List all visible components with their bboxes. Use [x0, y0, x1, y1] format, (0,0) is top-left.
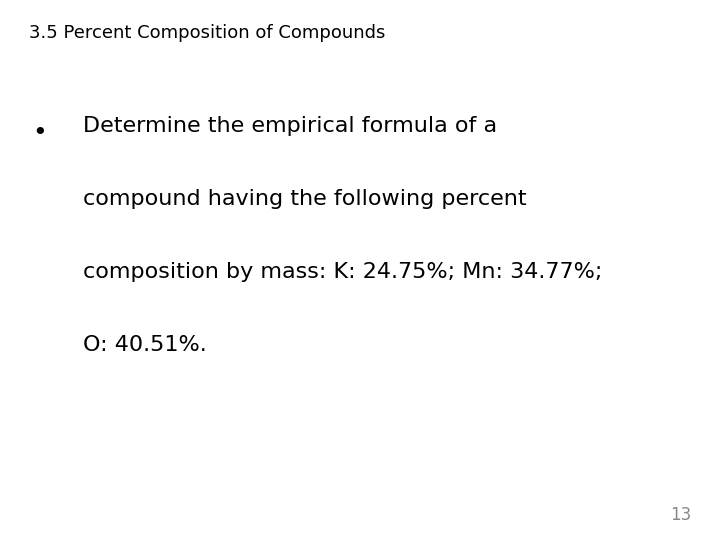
- Text: 3.5 Percent Composition of Compounds: 3.5 Percent Composition of Compounds: [29, 24, 385, 42]
- Text: 13: 13: [670, 506, 691, 524]
- Text: O: 40.51%.: O: 40.51%.: [83, 335, 207, 355]
- Text: Determine the empirical formula of a: Determine the empirical formula of a: [83, 116, 497, 136]
- Text: compound having the following percent: compound having the following percent: [83, 189, 526, 209]
- Text: composition by mass: K: 24.75%; Mn: 34.77%;: composition by mass: K: 24.75%; Mn: 34.7…: [83, 262, 602, 282]
- Text: •: •: [32, 122, 47, 145]
